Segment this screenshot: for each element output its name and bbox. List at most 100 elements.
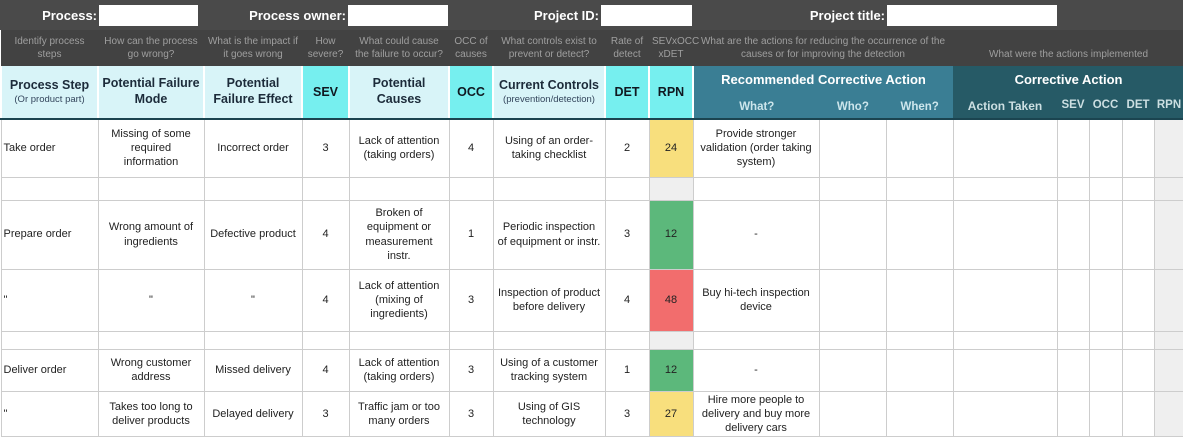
cell-det[interactable] (604, 176, 650, 201)
cell-failure-effect[interactable] (203, 176, 303, 201)
cell-rpn[interactable]: 12 (648, 199, 694, 270)
cell-rpn[interactable]: 48 (648, 268, 694, 332)
cell-rca-when[interactable] (885, 268, 954, 332)
cell-rca-who[interactable] (818, 118, 887, 178)
cell-sev[interactable]: 3 (301, 390, 350, 438)
cell-occ2[interactable] (1088, 348, 1123, 392)
cell-action-taken[interactable] (952, 199, 1058, 270)
cell-causes[interactable]: Traffic jam or too many orders (348, 390, 450, 438)
cell-rca-when[interactable] (885, 118, 954, 178)
cell-sev[interactable]: 4 (301, 199, 350, 270)
cell-process-step[interactable]: " (0, 268, 99, 332)
cell-occ[interactable] (448, 176, 494, 201)
cell-causes[interactable]: Lack of attention (mixing of ingredients… (348, 268, 450, 332)
cell-controls[interactable]: Using of GIS technology (492, 390, 606, 438)
cell-sev2[interactable] (1056, 330, 1090, 350)
cell-det[interactable]: 2 (604, 118, 650, 178)
cell-sev2[interactable] (1056, 118, 1090, 178)
cell-det[interactable]: 3 (604, 199, 650, 270)
cell-rpn[interactable] (648, 176, 694, 201)
cell-det2[interactable] (1121, 199, 1155, 270)
cell-causes[interactable] (348, 176, 450, 201)
cell-rpn2[interactable] (1153, 268, 1183, 332)
cell-rpn[interactable] (648, 330, 694, 350)
cell-det2[interactable] (1121, 268, 1155, 332)
cell-sev2[interactable] (1056, 199, 1090, 270)
cell-failure-effect[interactable] (203, 330, 303, 350)
cell-rca-what[interactable]: Buy hi-tech inspection device (692, 268, 820, 332)
cell-process-step[interactable]: Deliver order (0, 348, 99, 392)
cell-rca-who[interactable] (818, 330, 887, 350)
cell-process-step[interactable]: " (0, 390, 99, 438)
cell-det2[interactable] (1121, 118, 1155, 178)
cell-sev[interactable]: 4 (301, 268, 350, 332)
cell-failure-effect[interactable]: Delayed delivery (203, 390, 303, 438)
cell-rca-who[interactable] (818, 348, 887, 392)
cell-failure-effect[interactable]: Defective product (203, 199, 303, 270)
cell-causes[interactable] (348, 330, 450, 350)
cell-rca-what[interactable]: Hire more people to delivery and buy mor… (692, 390, 820, 438)
cell-occ2[interactable] (1088, 330, 1123, 350)
cell-rpn2[interactable] (1153, 118, 1183, 178)
cell-occ[interactable]: 4 (448, 118, 494, 178)
cell-sev[interactable] (301, 330, 350, 350)
cell-sev2[interactable] (1056, 348, 1090, 392)
cell-failure-mode[interactable]: Missing of some required information (97, 118, 205, 178)
cell-controls[interactable]: Inspection of product before delivery (492, 268, 606, 332)
cell-controls[interactable] (492, 176, 606, 201)
cell-action-taken[interactable] (952, 268, 1058, 332)
cell-controls[interactable]: Using of an order-taking checklist (492, 118, 606, 178)
cell-action-taken[interactable] (952, 118, 1058, 178)
cell-process-step[interactable] (0, 330, 99, 350)
cell-rca-what[interactable]: - (692, 348, 820, 392)
project-title-input[interactable] (887, 4, 1057, 26)
cell-occ[interactable]: 1 (448, 199, 494, 270)
cell-rpn[interactable]: 27 (648, 390, 694, 438)
cell-rca-what[interactable]: Provide stronger validation (order takin… (692, 118, 820, 178)
cell-sev2[interactable] (1056, 390, 1090, 438)
cell-occ2[interactable] (1088, 118, 1123, 178)
cell-failure-effect[interactable]: Missed delivery (203, 348, 303, 392)
cell-sev[interactable] (301, 176, 350, 201)
cell-rca-when[interactable] (885, 330, 954, 350)
cell-rca-what[interactable]: - (692, 199, 820, 270)
cell-rpn2[interactable] (1153, 199, 1183, 270)
cell-failure-mode[interactable]: Wrong customer address (97, 348, 205, 392)
cell-rpn2[interactable] (1153, 390, 1183, 438)
cell-action-taken[interactable] (952, 330, 1058, 350)
cell-rpn2[interactable] (1153, 348, 1183, 392)
cell-causes[interactable]: Broken of equipment or measurement instr… (348, 199, 450, 270)
process-input[interactable] (99, 4, 198, 26)
cell-causes[interactable]: Lack of attention (taking orders) (348, 348, 450, 392)
cell-failure-mode[interactable] (97, 330, 205, 350)
cell-failure-effect[interactable]: " (203, 268, 303, 332)
cell-rpn[interactable]: 24 (648, 118, 694, 178)
project-id-input[interactable] (601, 4, 692, 26)
cell-causes[interactable]: Lack of attention (taking orders) (348, 118, 450, 178)
cell-rca-who[interactable] (818, 199, 887, 270)
cell-failure-mode[interactable]: Takes too long to deliver products (97, 390, 205, 438)
cell-sev2[interactable] (1056, 176, 1090, 201)
cell-process-step[interactable]: Take order (0, 118, 99, 178)
cell-failure-effect[interactable]: Incorrect order (203, 118, 303, 178)
cell-rca-when[interactable] (885, 176, 954, 201)
cell-occ[interactable]: 3 (448, 390, 494, 438)
cell-det[interactable]: 3 (604, 390, 650, 438)
cell-det[interactable]: 4 (604, 268, 650, 332)
cell-rca-when[interactable] (885, 390, 954, 438)
process-owner-input[interactable] (348, 4, 448, 26)
cell-rca-what[interactable] (692, 176, 820, 201)
cell-controls[interactable]: Periodic inspection of equipment or inst… (492, 199, 606, 270)
cell-rpn[interactable]: 12 (648, 348, 694, 392)
cell-failure-mode[interactable]: " (97, 268, 205, 332)
cell-occ2[interactable] (1088, 199, 1123, 270)
cell-failure-mode[interactable]: Wrong amount of ingredients (97, 199, 205, 270)
cell-rca-who[interactable] (818, 390, 887, 438)
cell-failure-mode[interactable] (97, 176, 205, 201)
cell-rca-who[interactable] (818, 268, 887, 332)
cell-occ2[interactable] (1088, 176, 1123, 201)
cell-det2[interactable] (1121, 390, 1155, 438)
cell-controls[interactable] (492, 330, 606, 350)
cell-occ2[interactable] (1088, 390, 1123, 438)
cell-rca-who[interactable] (818, 176, 887, 201)
